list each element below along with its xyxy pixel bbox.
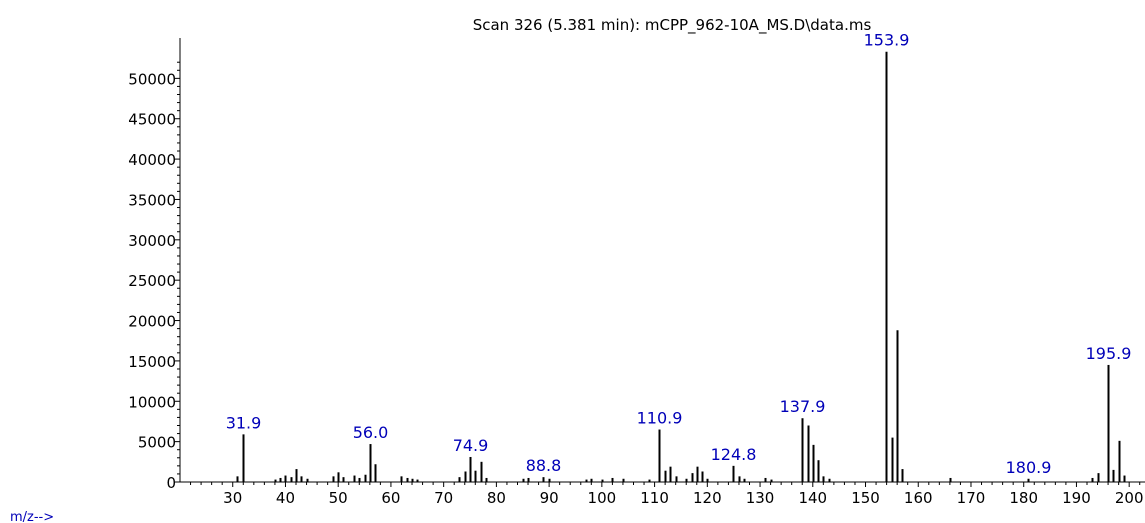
y-tick-label: 30000 bbox=[128, 232, 176, 250]
peak-label: 110.9 bbox=[637, 409, 683, 428]
chart-title: Scan 326 (5.381 min): mCPP_962-10A_MS.D\… bbox=[473, 16, 872, 35]
x-tick-label: 180 bbox=[1009, 489, 1038, 507]
peak-label: 153.9 bbox=[864, 31, 910, 50]
peak-bars bbox=[236, 51, 1126, 482]
y-tick-label: 45000 bbox=[128, 111, 176, 129]
x-tick-label: 100 bbox=[588, 489, 617, 507]
y-tick-label: 25000 bbox=[128, 272, 176, 290]
x-tick-label: 40 bbox=[276, 489, 295, 507]
x-tick-label: 60 bbox=[381, 489, 400, 507]
x-tick-label: 90 bbox=[540, 489, 559, 507]
x-tick-label: 140 bbox=[798, 489, 827, 507]
y-tick-label: 15000 bbox=[128, 353, 176, 371]
x-tick-label: 170 bbox=[957, 489, 986, 507]
x-axis: 30 40 50 60 70 80 90 100 110 120 130 140 150 160 170 18… bbox=[180, 481, 1145, 507]
peak-labels: 31.9 56.0 74.9 88.8 110.9 124.8 137.9 153.9 180.… bbox=[226, 31, 1132, 477]
peak-label: 124.8 bbox=[711, 445, 757, 464]
x-tick-label: 30 bbox=[223, 489, 242, 507]
x-tick-label: 70 bbox=[434, 489, 453, 507]
y-tick-label: 35000 bbox=[128, 191, 176, 209]
x-tick-label: 80 bbox=[487, 489, 506, 507]
y-tick-label: 40000 bbox=[128, 151, 176, 169]
x-tick-label: 160 bbox=[904, 489, 933, 507]
y-tick-label: 10000 bbox=[128, 393, 176, 411]
x-tick-label: 150 bbox=[851, 489, 880, 507]
x-tick-label: 110 bbox=[640, 489, 669, 507]
y-tick-label: 5000 bbox=[138, 434, 176, 452]
y-tick-label: 20000 bbox=[128, 313, 176, 331]
y-tick-label: 0 bbox=[166, 474, 176, 492]
x-axis-label: m/z--> bbox=[10, 510, 54, 523]
x-tick-label: 130 bbox=[746, 489, 775, 507]
peak-label: 195.9 bbox=[1086, 344, 1132, 363]
y-axis: 0 5000 10000 15000 20000 25000 30000 35000 40000… bbox=[128, 38, 181, 492]
peak-label: 74.9 bbox=[453, 436, 489, 455]
peak-label: 137.9 bbox=[780, 397, 826, 416]
x-tick-label: 200 bbox=[1115, 489, 1144, 507]
peak-label: 180.9 bbox=[1006, 458, 1052, 477]
peak-label: 56.0 bbox=[353, 423, 389, 442]
x-tick-label: 190 bbox=[1062, 489, 1091, 507]
peak-label: 88.8 bbox=[526, 456, 562, 475]
peak-label: 31.9 bbox=[226, 413, 262, 432]
y-tick-label: 50000 bbox=[128, 70, 176, 88]
x-tick-label: 120 bbox=[693, 489, 722, 507]
x-tick-label: 50 bbox=[329, 489, 348, 507]
